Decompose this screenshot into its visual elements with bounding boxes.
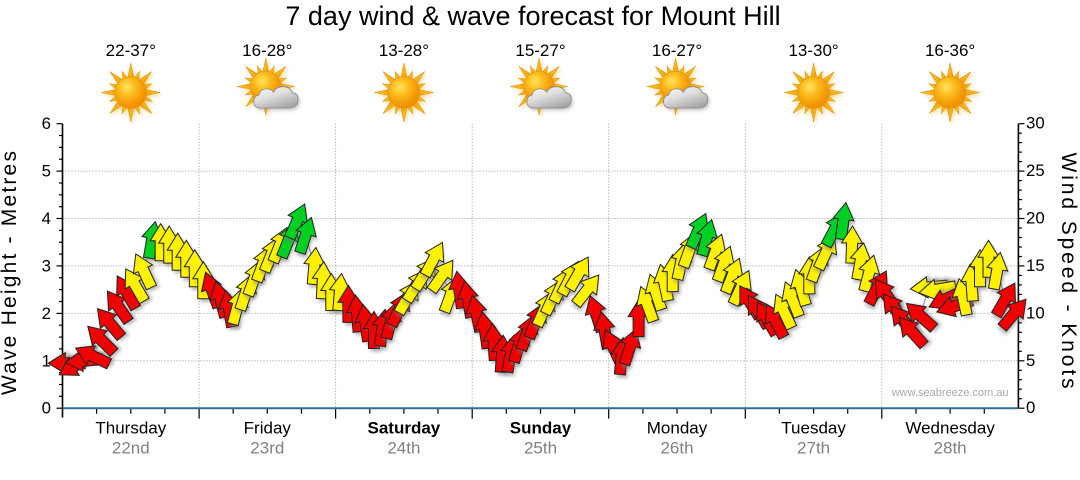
- svg-text:10: 10: [1026, 303, 1045, 322]
- svg-text:15: 15: [1026, 256, 1045, 275]
- svg-text:Sunday: Sunday: [510, 419, 572, 438]
- svg-text:3: 3: [42, 256, 51, 275]
- svg-text:22nd: 22nd: [112, 439, 150, 458]
- svg-text:25th: 25th: [524, 439, 557, 458]
- svg-text:13-30°: 13-30°: [788, 41, 838, 60]
- svg-text:24th: 24th: [387, 439, 420, 458]
- svg-text:Wave Height - Metres: Wave Height - Metres: [0, 149, 21, 395]
- svg-text:Wind Speed - Knots: Wind Speed - Knots: [1057, 153, 1080, 392]
- svg-text:30: 30: [1026, 114, 1045, 133]
- svg-text:Monday: Monday: [647, 419, 708, 438]
- svg-text:Wednesday: Wednesday: [905, 419, 995, 438]
- svg-text:7 day wind & wave forecast for: 7 day wind & wave forecast for Mount Hil…: [285, 1, 780, 31]
- svg-text:Friday: Friday: [244, 419, 292, 438]
- svg-text:5: 5: [1026, 351, 1035, 370]
- svg-text:27th: 27th: [797, 439, 830, 458]
- svg-text:2: 2: [42, 304, 51, 323]
- svg-text:4: 4: [42, 209, 51, 228]
- svg-text:15-27°: 15-27°: [515, 41, 565, 60]
- svg-text:Thursday: Thursday: [95, 419, 166, 438]
- svg-text:16-28°: 16-28°: [242, 41, 292, 60]
- svg-text:26th: 26th: [660, 439, 693, 458]
- svg-text:0: 0: [1026, 398, 1035, 417]
- svg-text:22-37°: 22-37°: [106, 41, 156, 60]
- svg-text:0: 0: [42, 399, 51, 418]
- svg-text:13-28°: 13-28°: [379, 41, 429, 60]
- svg-text:20: 20: [1026, 209, 1045, 228]
- svg-text:25: 25: [1026, 161, 1045, 180]
- svg-text:28th: 28th: [934, 439, 967, 458]
- svg-text:16-27°: 16-27°: [652, 41, 702, 60]
- svg-text:Saturday: Saturday: [368, 419, 441, 438]
- svg-text:www.seabreeze.com.au: www.seabreeze.com.au: [891, 387, 1009, 399]
- svg-text:6: 6: [42, 114, 51, 133]
- svg-text:Tuesday: Tuesday: [781, 419, 846, 438]
- svg-text:23rd: 23rd: [250, 439, 284, 458]
- svg-text:5: 5: [42, 162, 51, 181]
- svg-text:16-36°: 16-36°: [925, 41, 975, 60]
- svg-text:1: 1: [42, 351, 51, 370]
